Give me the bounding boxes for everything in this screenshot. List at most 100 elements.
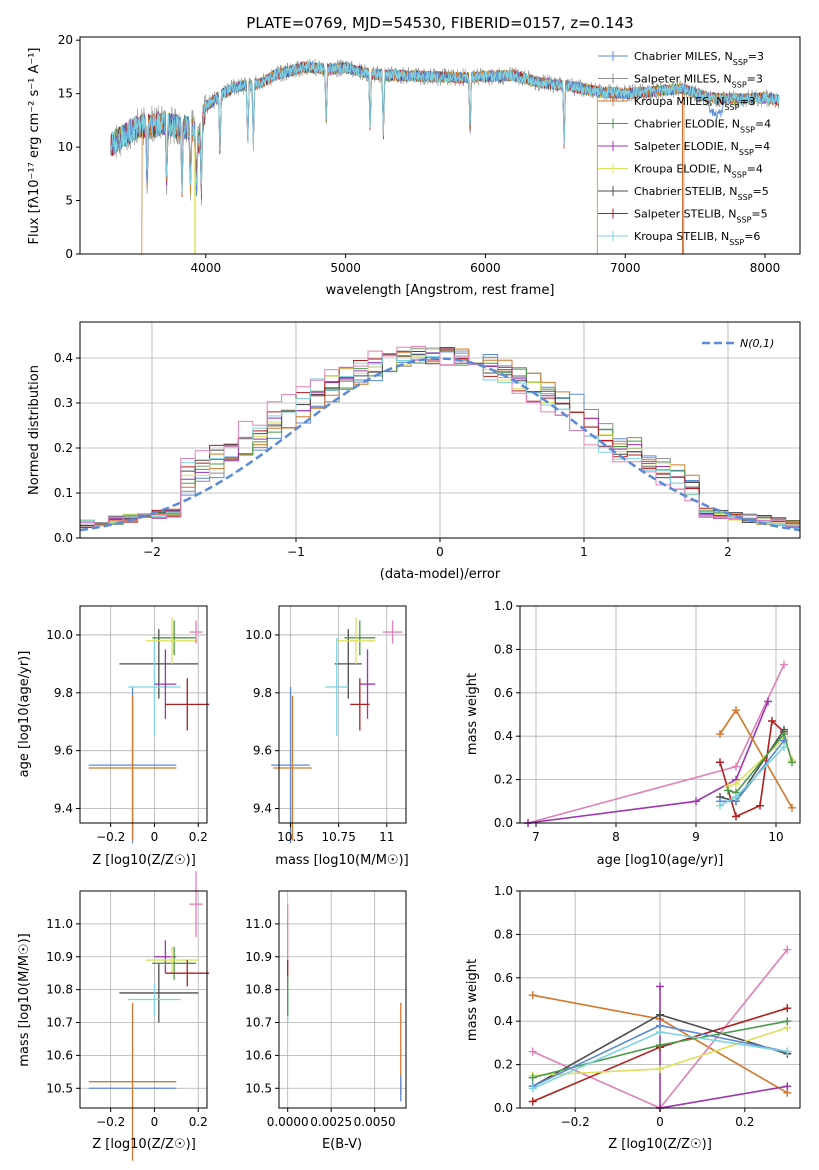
legend-label-subscript: SSP [736,215,751,224]
y-tick-label: 9.6 [54,744,73,758]
series-marker-kroupa_elodie [656,1064,664,1073]
y-tick-label: 10.7 [245,1016,272,1030]
mass-vs-Z-ylabel: mass [log10(M/M☉)] [17,933,32,1066]
series-marker-pink [528,1047,537,1056]
y-tick-label: 0.6 [494,686,513,700]
y-tick-label: 10.8 [46,983,73,997]
y-tick-label: 1.0 [494,599,513,613]
series-marker-kroupa_miles [528,991,537,1000]
residuals-panel: −2 −1 0 1 2 0.0 0.1 0.2 0.3 0.4 (data-model)/erro… [27,321,801,582]
spectrum-legend: Chabrier MILES, NSSP=3 Salpeter MILES, NS… [598,50,771,247]
age-vs-Z-panel: −0.2 0 0.2 9.4 9.6 9.8 10.0 Z [log10(Z/Z☉)] ag… [17,605,210,868]
x-tick-label: 4000 [191,261,222,275]
x-tick-label: 9 [692,830,700,844]
age-vs-mass-panel: 10.5 10.75 11 9.4 9.6 9.8 10.0 mass [log10(M/M… [245,605,409,868]
legend-label: Kroupa ELODIE, NSSP=4 [634,163,763,180]
residuals-xlabel: (data-model)/error [380,567,501,582]
legend-label: Salpeter MILES, NSSP=3 [634,73,763,90]
series-marker-salpeter_stelib [732,812,740,821]
x-tick-label: 0.2 [189,1115,208,1129]
spectrum-title: PLATE=0769, MJD=54530, FIBERID=0157, z=0… [246,14,633,32]
series-marker-kroupa_elodie [732,779,740,788]
y-tick-label: 0.0 [494,816,513,830]
spectrum-panel: PLATE=0769, MJD=54530, FIBERID=0157, z=0… [27,14,801,298]
x-tick-label: 11 [379,830,394,844]
normal-curve [79,357,801,532]
mass-vs-ebv-xlabel: E(B-V) [322,1137,362,1152]
y-tick-label: 10.9 [46,950,73,964]
legend-label-subscript: SSP [724,103,739,112]
y-tick-label: 0.8 [494,927,513,941]
x-tick-label: 10.75 [321,830,355,844]
series-marker-kroupa_stelib [528,1084,537,1093]
legend-label-subscript: SSP [738,193,753,202]
x-tick-label: 0.0000 [267,1115,309,1129]
mass-vs-Z-xlabel: Z [log10(Z/Z☉)] [92,1137,196,1152]
y-tick-label: 10.0 [46,628,73,642]
series-marker-salpeter_elodie [656,982,664,991]
y-tick-label: 5 [65,194,73,208]
x-tick-label: 7000 [610,261,641,275]
y-tick-label: 10.0 [245,628,272,642]
y-tick-label: 0.0 [494,1101,513,1115]
x-tick-label: 0 [656,1115,664,1129]
y-tick-label: 9.6 [253,744,272,758]
x-tick-label: 6000 [470,261,501,275]
age-vs-mass-axes-frame [278,605,407,824]
legend-label-suffix: =4 [754,140,770,153]
residuals-legend: N(0,1) [702,337,774,350]
spectrum-series-kroupa_stelib [110,61,780,193]
series-marker-salpeter_stelib [528,1097,537,1106]
y-tick-label: 10.7 [46,1016,73,1030]
y-tick-label: 0.0 [54,531,73,545]
legend-label-suffix: =6 [744,230,760,243]
series-marker-chabrier_elodie [528,1073,537,1082]
y-tick-label: 10.6 [46,1048,73,1062]
legend-label-subscript: SSP [732,170,747,179]
series-marker-chabrier_elodie [783,1017,792,1026]
legend-label: Kroupa STELIB, NSSP=6 [634,230,760,247]
massweight-vs-age-ylabel: mass weight [465,673,480,755]
y-tick-label: 9.8 [253,686,272,700]
y-tick-label: 0.1 [54,486,73,500]
age-vs-mass-xlabel: mass [log10(M/M☉)] [275,853,408,868]
y-tick-label: 0.4 [54,351,73,365]
y-tick-label: 11.0 [245,917,272,931]
legend-label: Chabrier STELIB, NSSP=5 [634,185,769,202]
residuals-axes-frame [79,321,801,539]
y-tick-label: 15 [58,87,73,101]
x-tick-label: 10.5 [277,830,304,844]
x-tick-label: 7 [532,830,540,844]
y-tick-label: 0.8 [494,642,513,656]
y-tick-label: 9.4 [54,802,73,816]
legend-label-suffix: =4 [755,118,771,131]
series-marker-kroupa_stelib [783,1047,792,1056]
x-tick-label: 5000 [330,261,361,275]
x-tick-label: −1 [287,545,305,559]
series-marker-pink [783,945,792,954]
y-tick-label: 10.9 [245,950,272,964]
series-marker-salpeter_elodie [783,1082,792,1091]
mass-vs-Z-axes-frame [79,890,208,1109]
legend-label-suffix: =4 [747,163,763,176]
x-tick-label: −0.2 [96,830,125,844]
x-tick-label: 0 [436,545,444,559]
legend-label-suffix: =3 [748,50,764,63]
y-tick-label: 0.2 [494,773,513,787]
age-vs-Z-xlabel: Z [log10(Z/Z☉)] [92,853,196,868]
y-tick-label: 0.4 [494,1014,513,1028]
spectrum-axes-frame [79,36,801,255]
mass-vs-ebv-panel: 0.0000 0.0025 0.0050 10.5 10.6 10.7 10.8 10.9 11… [245,890,407,1152]
age-vs-Z-ylabel: age [log10(age/yr)] [17,651,32,778]
spectrum-ylabel: Flux [fλ10⁻¹⁷ erg cm⁻² s⁻¹ A⁻¹] [27,48,42,245]
series-marker-salpeter_elodie [692,797,700,806]
x-tick-label: 8 [612,830,620,844]
x-tick-label: −0.2 [561,1115,590,1129]
y-tick-label: 10.6 [245,1048,272,1062]
x-tick-label: −0.2 [96,1115,125,1129]
y-tick-label: 1.0 [494,884,513,898]
y-tick-label: 0.2 [494,1058,513,1072]
series-marker-salpeter_stelib [768,717,776,726]
x-tick-label: 2 [724,545,732,559]
x-tick-label: 0.2 [189,830,208,844]
